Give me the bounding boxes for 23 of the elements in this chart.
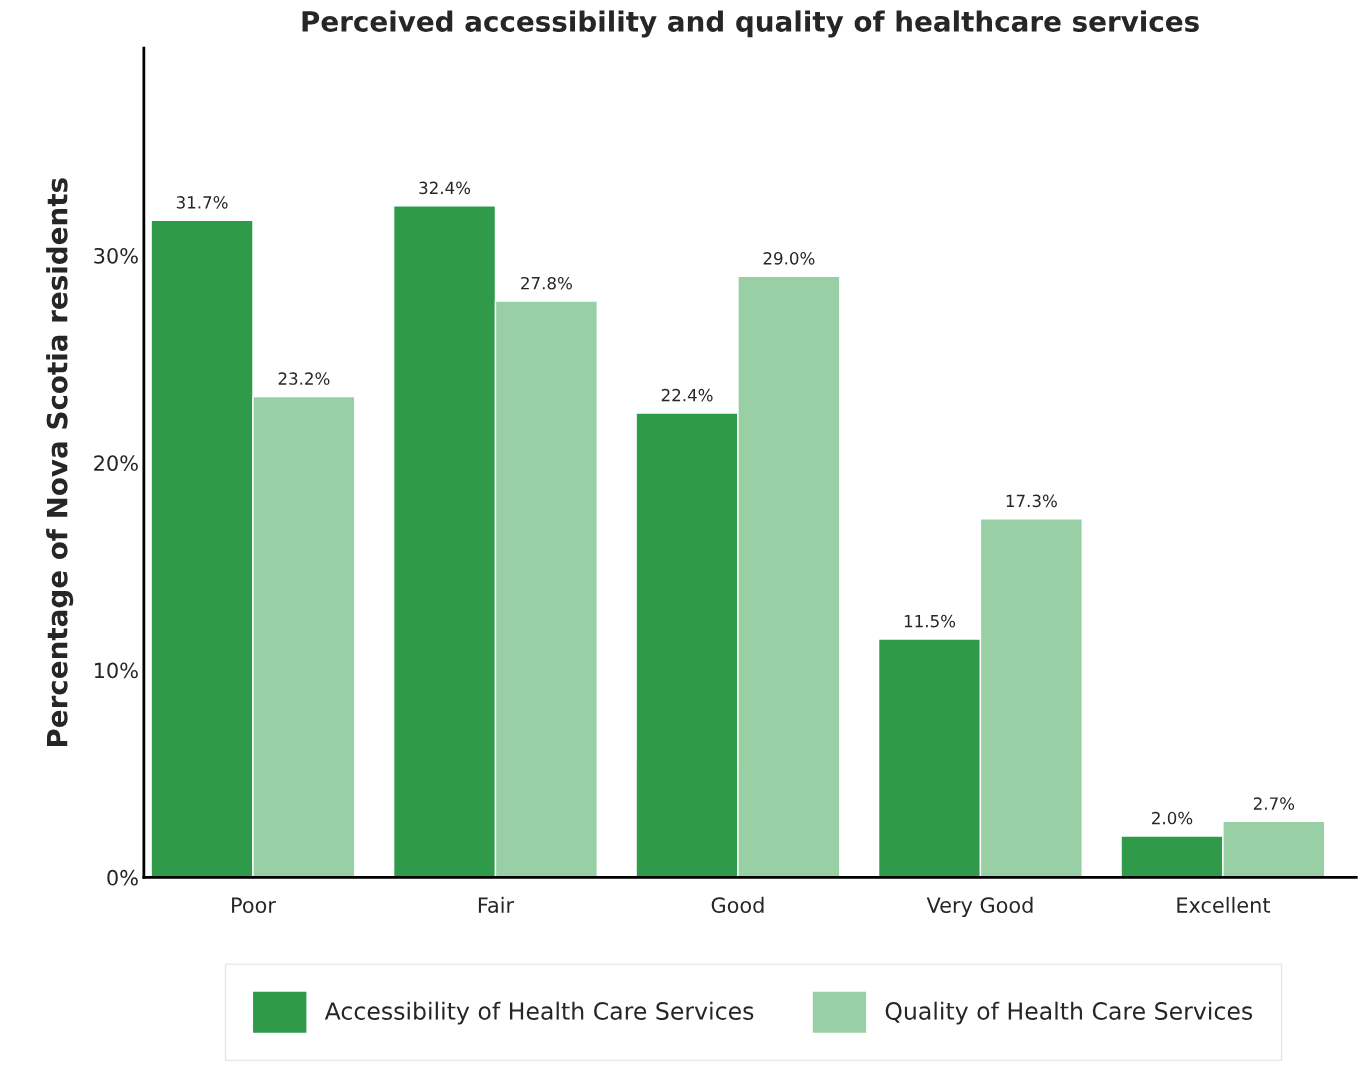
chart-title: Perceived accessibility and quality of healthcare services [302, 10, 1199, 38]
y-tick-label: 10% [94, 662, 138, 679]
y-axis-title: Percentage of Nova Scotia residents [46, 178, 74, 747]
data-label: 22.4% [661, 388, 713, 402]
data-label: 17.3% [1006, 494, 1057, 508]
data-label: 31.7% [176, 196, 228, 209]
y-tick-label: 30% [94, 247, 138, 264]
x-tick-label: Excellent [1177, 896, 1271, 913]
data-label: 11.5% [904, 614, 956, 628]
data-label: 2.7% [1253, 797, 1295, 810]
legend-label: Accessibility of Health Care Services [324, 1001, 754, 1025]
x-tick-label: Very Good [926, 896, 1033, 918]
data-label: 2.0% [1152, 811, 1193, 825]
x-tick-label: Good [711, 896, 764, 913]
y-tick-label: 20% [94, 455, 138, 471]
y-tick-label: 0% [107, 869, 138, 886]
x-tick-label: Poor [232, 897, 276, 913]
data-label: 32.4% [419, 181, 471, 195]
data-label: 23.2% [278, 372, 330, 385]
legend-label: Quality of Health Care Services [885, 1001, 1253, 1025]
data-label: 27.8% [521, 276, 572, 290]
data-label: 29.0% [763, 252, 815, 265]
x-tick-label: Fair [478, 896, 515, 913]
